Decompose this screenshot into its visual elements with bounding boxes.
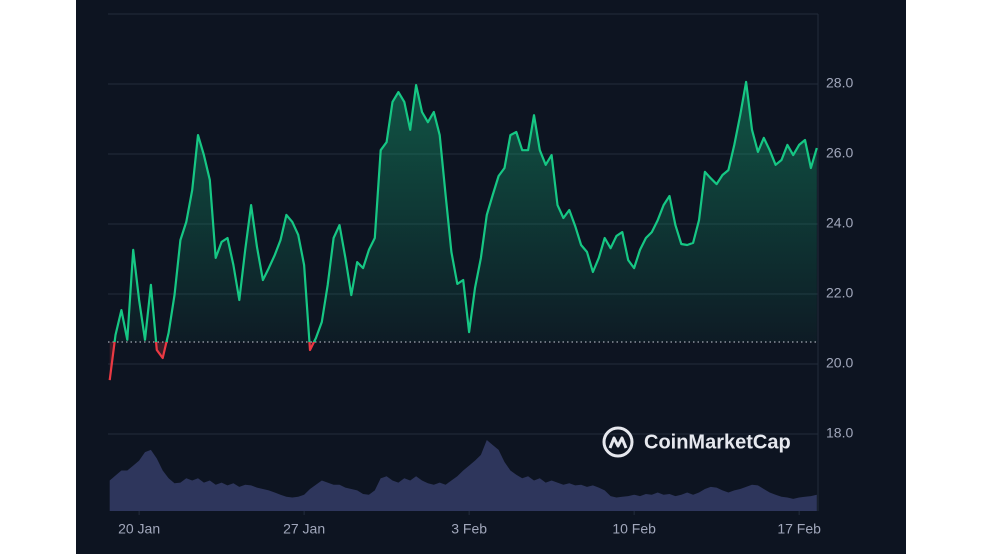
logo-ring <box>602 426 634 458</box>
x-tick-label: 3 Feb <box>451 521 487 537</box>
y-tick-label: 24.0 <box>826 215 853 231</box>
y-tick-label: 20.0 <box>826 355 853 371</box>
price-area <box>109 81 817 381</box>
volume-area <box>109 440 817 511</box>
price-line <box>108 80 818 381</box>
y-tick-label: 18.0 <box>826 425 853 441</box>
x-tick-label: 17 Feb <box>777 521 821 537</box>
marks <box>108 80 818 511</box>
x-tick-label: 20 Jan <box>118 521 160 537</box>
labels: 18.0 20.0 22.0 24.0 26.0 28.0 20 Jan 27 Jan 3 Fe… <box>118 75 853 537</box>
watermark-text: CoinMarketCap <box>644 431 791 453</box>
logo-mark <box>608 436 628 449</box>
y-tick-label: 26.0 <box>826 145 853 161</box>
x-tick-label: 10 Feb <box>612 521 656 537</box>
x-tick-label: 27 Jan <box>283 521 325 537</box>
y-tick-label: 28.0 <box>826 75 853 91</box>
y-tick-label: 22.0 <box>826 285 853 301</box>
watermark: CoinMarketCap <box>602 426 791 458</box>
